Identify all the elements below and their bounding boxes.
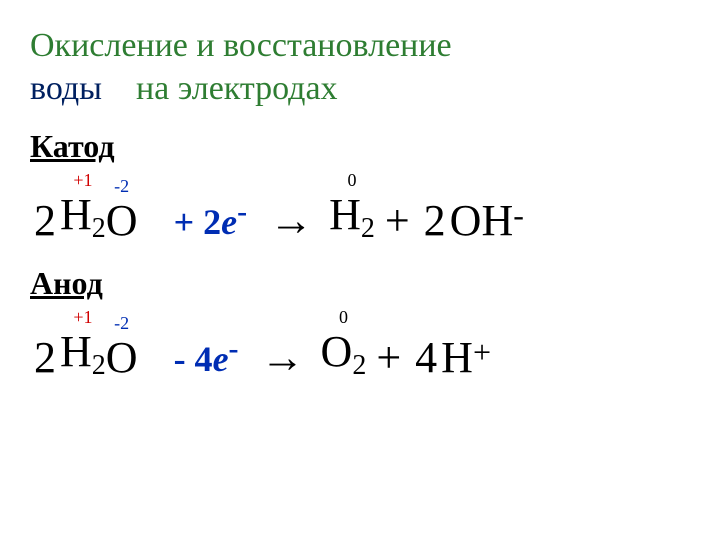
ox-label-H: +1 [73, 171, 92, 191]
cathode-lhs-coef: 2 [30, 199, 60, 243]
arrow-icon: → [253, 199, 329, 243]
ox-label-zero: 0 [347, 171, 356, 191]
plus-sign: + [375, 199, 420, 243]
anode-prod-Hplus: H + [441, 336, 491, 380]
cathode-lhs-O: -2 O [106, 177, 138, 243]
anode-equation: 2 +1 H 2 -2 O - 4е- → 0 O 2 + 4 [30, 308, 690, 380]
anode-lhs-H: +1 H 2 [60, 308, 106, 380]
ox-label-zero: 0 [339, 308, 348, 328]
anode-lhs-coef: 2 [30, 336, 60, 380]
title-water: воды [30, 70, 102, 107]
cathode-prod-H2: 0 H 2 [329, 171, 375, 243]
anode-heading: Анод [30, 265, 690, 302]
arrow-icon: → [245, 336, 321, 380]
cathode-heading: Катод [30, 128, 690, 165]
title-part2: на электродах [136, 70, 338, 107]
ox-label-H: +1 [73, 308, 92, 328]
title-part1: Окисление и восстановление [30, 27, 452, 64]
anode-prod2-coef: 4 [411, 336, 441, 380]
cathode-equation: 2 +1 H 2 -2 O + 2е- → 0 H 2 + 2 [30, 171, 690, 243]
cathode-prod-OH: O H - [450, 199, 524, 243]
anode-electron-transfer: - 4е- [168, 332, 245, 380]
anode-prod-O2: 0 O 2 [321, 308, 367, 380]
slide: Окисление и восстановление воды на элект… [0, 0, 720, 540]
ox-label-O: -2 [114, 177, 129, 197]
cathode-lhs-H: +1 H 2 [60, 171, 106, 243]
cathode-prod2-coef: 2 [420, 199, 450, 243]
slide-title: Окисление и восстановление воды на элект… [30, 25, 690, 110]
cathode-electron-transfer: + 2е- [168, 195, 254, 243]
ox-label-O: -2 [114, 314, 129, 334]
plus-sign: + [366, 336, 411, 380]
anode-lhs-O: -2 O [106, 314, 138, 380]
